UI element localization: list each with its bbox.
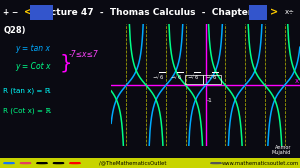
Text: y = tan x: y = tan x [15, 44, 50, 53]
Circle shape [53, 163, 64, 164]
Circle shape [37, 163, 47, 164]
FancyBboxPatch shape [0, 158, 300, 168]
Text: + −: + − [3, 8, 18, 17]
FancyBboxPatch shape [30, 5, 52, 20]
Text: -1: -1 [207, 98, 213, 103]
Text: -7≤x≤7: -7≤x≤7 [68, 50, 98, 59]
Text: }: } [59, 54, 72, 73]
Text: /@TheMathematicsOutlet: /@TheMathematicsOutlet [99, 161, 166, 166]
Text: R (tan x) = ℝ: R (tan x) = ℝ [3, 88, 51, 94]
Text: x÷: x÷ [285, 9, 295, 15]
Text: R (Cot x) = ℝ: R (Cot x) = ℝ [3, 107, 51, 114]
FancyBboxPatch shape [249, 5, 267, 20]
Text: $-\!\sqrt{6}$: $-\!\sqrt{6}$ [170, 72, 183, 82]
Circle shape [70, 163, 80, 164]
Circle shape [20, 163, 31, 164]
Text: www.mathematicsoutlet.com: www.mathematicsoutlet.com [222, 161, 299, 166]
Text: Lecture 47  -  Thomas Calculus  -  Chapter 1: Lecture 47 - Thomas Calculus - Chapter 1 [39, 8, 261, 17]
Circle shape [211, 163, 221, 164]
Text: >: > [270, 7, 278, 17]
Circle shape [4, 163, 14, 164]
Text: Q28): Q28) [3, 26, 26, 35]
Text: Anmor
Mujahid: Anmor Mujahid [272, 145, 291, 156]
Text: y = Cot x: y = Cot x [15, 62, 50, 71]
Text: <: < [24, 7, 32, 17]
Text: x: x [295, 78, 299, 84]
Text: $-\!\sqrt{6}$: $-\!\sqrt{6}$ [152, 72, 166, 82]
Text: $-\!\sqrt{6}$: $-\!\sqrt{6}$ [188, 72, 201, 82]
Text: $-\!\sqrt{6}$: $-\!\sqrt{6}$ [205, 72, 218, 82]
